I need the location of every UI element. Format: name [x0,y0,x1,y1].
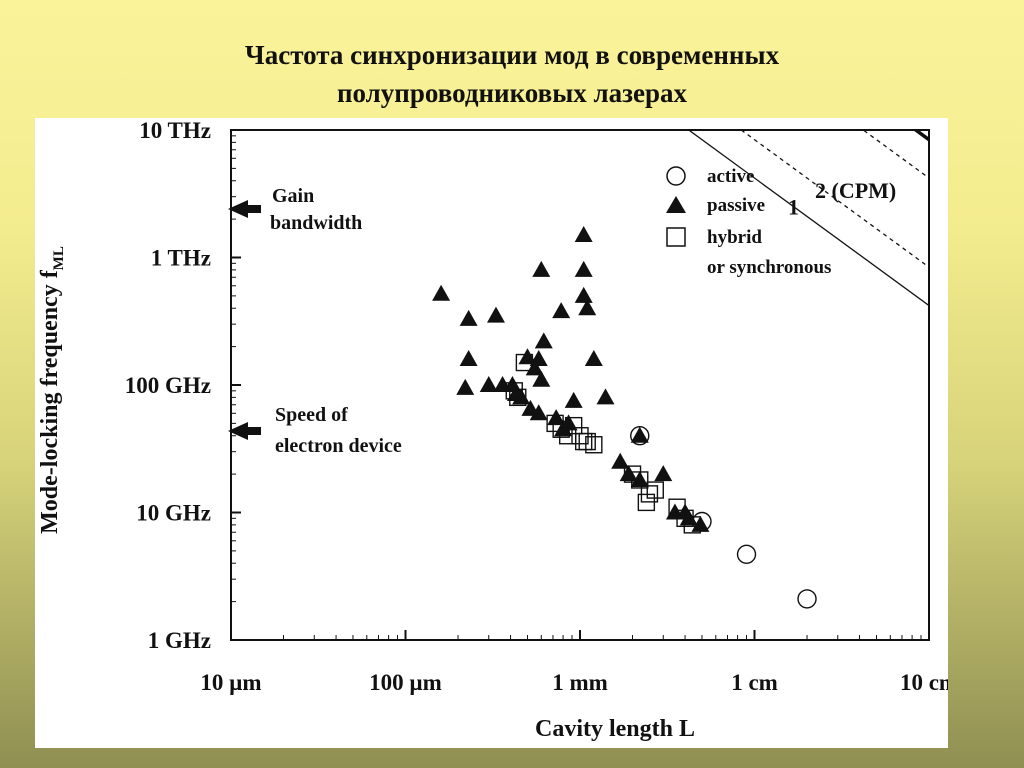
passive-point [532,370,551,387]
passive-point [552,302,571,319]
electron-device-label-line2: electron device [275,435,402,457]
reference-line-label-n2: 2 (CPM) [815,178,896,203]
passive-point [574,226,593,243]
legend-label-active: active [707,166,754,187]
y-tick-label: 10 GHz [136,501,211,526]
legend-marker-active [666,166,686,186]
hybrid-point [564,416,583,435]
passive-point [529,404,548,421]
passive-point [459,349,478,366]
passive-point [630,470,649,487]
hybrid-point [571,427,589,445]
hybrid-point [509,388,527,407]
hybrid-point [631,471,649,489]
passive-point [529,349,548,366]
hybrid-point [578,432,596,451]
passive-point [456,378,475,395]
passive-point [532,260,551,277]
active-point [692,511,712,532]
x-axis-title: Cavity length L [535,716,695,742]
gain-bandwidth-arrow [228,200,261,218]
hybrid-point [683,516,701,534]
x-tick-label: 10 cm [900,670,948,695]
passive-point [564,391,583,408]
passive-point [630,426,649,443]
active-point [797,589,817,609]
electron-device-arrow [228,422,261,440]
y-tick-label: 1 THz [151,246,211,271]
active-point [630,426,650,446]
hybrid-point [552,420,570,438]
passive-point [525,359,544,376]
y-tick-label: 1 GHz [148,628,211,653]
mode-locking-chart: 10 µm 100 µm 1 mm 1 cm 10 cm 1 GHz 10 GHz 100 G… [37,118,948,742]
slide-title-line1: Частота синхронизации мод в современных [244,40,780,70]
hybrid-point [505,382,523,400]
hybrid-point [546,414,564,433]
gain-bandwidth-annotation: Gain bandwidth [228,185,362,234]
hybrid-point [515,353,534,372]
reference-line-label-n1: 1 [788,195,799,220]
hybrid-point [574,432,593,451]
slide-title: Частота синхронизации мод в современных … [0,36,1024,112]
axis-ticks: 10 µm 100 µm 1 mm 1 cm 10 cm 1 GHz 10 GHz 100 G… [125,118,948,695]
passive-point [584,349,603,366]
passive-point [432,284,451,301]
hybrid-point [623,465,642,483]
chart-card: 10 µm 100 µm 1 mm 1 cm 10 cm 1 GHz 10 GHz 100 G… [35,118,948,748]
y-tick-label: 10 THz [139,118,211,143]
reference-line-labels: 12 (CPM)1020N=40 [788,178,896,220]
passive-point [486,306,505,323]
electron-device-annotation: Speed of electron device [228,404,402,457]
y-tick-label: 100 GHz [125,373,211,398]
electron-device-label-line1: Speed of [275,404,348,426]
active-point [736,544,757,565]
passive-point [459,309,478,326]
hybrid-point [646,481,664,499]
x-tick-label: 1 cm [731,670,778,695]
x-tick-label: 100 µm [369,670,442,695]
data-points [432,226,817,609]
passive-point [534,332,553,349]
passive-point [654,465,673,482]
legend-label-passive: passive [707,195,765,216]
x-tick-label: 1 mm [552,670,608,695]
passive-point [596,388,615,405]
y-axis-title: Mode-locking frequency fML [37,246,67,534]
gain-bandwidth-label-line1: Gain [272,185,314,207]
plot-frame [230,129,930,641]
legend-label-synchronous: or synchronous [707,257,831,278]
legend-marker-passive [666,196,686,213]
x-tick-label: 10 µm [200,670,261,695]
passive-point [574,286,593,303]
slide-title-line2: полупроводниковых лазерах [336,78,688,108]
passive-point [574,260,593,277]
passive-point [578,299,597,316]
legend-marker-hybrid [666,227,686,247]
hybrid-point [637,493,656,512]
gain-bandwidth-label-line2: bandwidth [270,212,362,234]
hybrid-point [585,436,603,454]
passive-point [611,452,630,469]
passive-point [479,376,498,392]
legend: active passive hybrid or synchronous [666,166,831,278]
legend-label-hybrid: hybrid [707,227,762,248]
